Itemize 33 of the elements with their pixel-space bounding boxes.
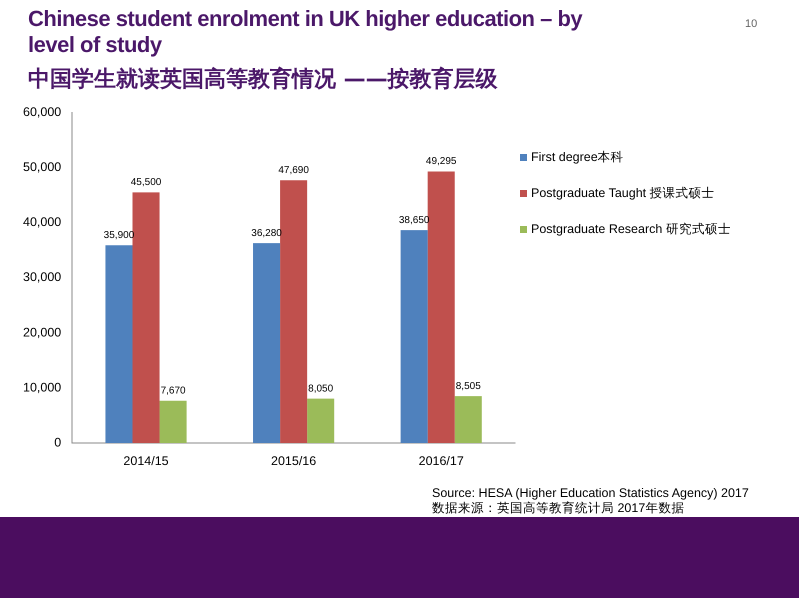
x-tick-label: 2015/16 — [271, 454, 316, 468]
data-label: 45,500 — [130, 177, 162, 188]
bar — [160, 400, 187, 443]
legend-label: Postgraduate Research 研究式硕士 — [531, 220, 731, 238]
x-tick-label: 2016/17 — [418, 454, 464, 468]
data-label: 7,670 — [160, 386, 186, 396]
y-tick-label: 0 — [54, 435, 62, 450]
data-label: 49,295 — [426, 156, 457, 168]
bar — [280, 180, 308, 443]
legend-label: First degree本科 — [531, 148, 624, 166]
y-tick-label: 40,000 — [23, 215, 62, 230]
data-label: 47,690 — [278, 165, 310, 176]
y-tick-label: 30,000 — [23, 270, 62, 284]
y-tick-label: 60,000 — [23, 104, 62, 119]
x-tick-label: 2014/15 — [123, 454, 169, 468]
legend-label: Postgraduate Taught 授课式硕士 — [531, 184, 715, 202]
bar — [400, 230, 428, 443]
chart-title: Chinese student enrolment in UK higher education – by level of study — [28, 6, 584, 58]
source-note: Source: HESA (Higher Education Statistics Agency) 2017 — [432, 486, 749, 501]
data-label: 8,505 — [456, 380, 482, 392]
bar — [105, 245, 132, 443]
bar — [307, 398, 334, 443]
y-tick-label: 20,000 — [23, 325, 62, 340]
y-tick-label: 50,000 — [23, 160, 62, 174]
text: 10 — [745, 18, 758, 30]
bar — [454, 396, 482, 443]
bar — [132, 192, 160, 443]
data-label: 8,050 — [308, 383, 334, 394]
source-note: 数据来源：英国高等教育统计局 2017年数据 — [432, 501, 686, 516]
y-tick-label: 10,000 — [23, 380, 62, 394]
bar — [253, 243, 280, 443]
bar — [428, 171, 455, 443]
chart-subtitle: 中国学生就读英国高等教育情况 ——按教育层级 — [28, 66, 498, 94]
